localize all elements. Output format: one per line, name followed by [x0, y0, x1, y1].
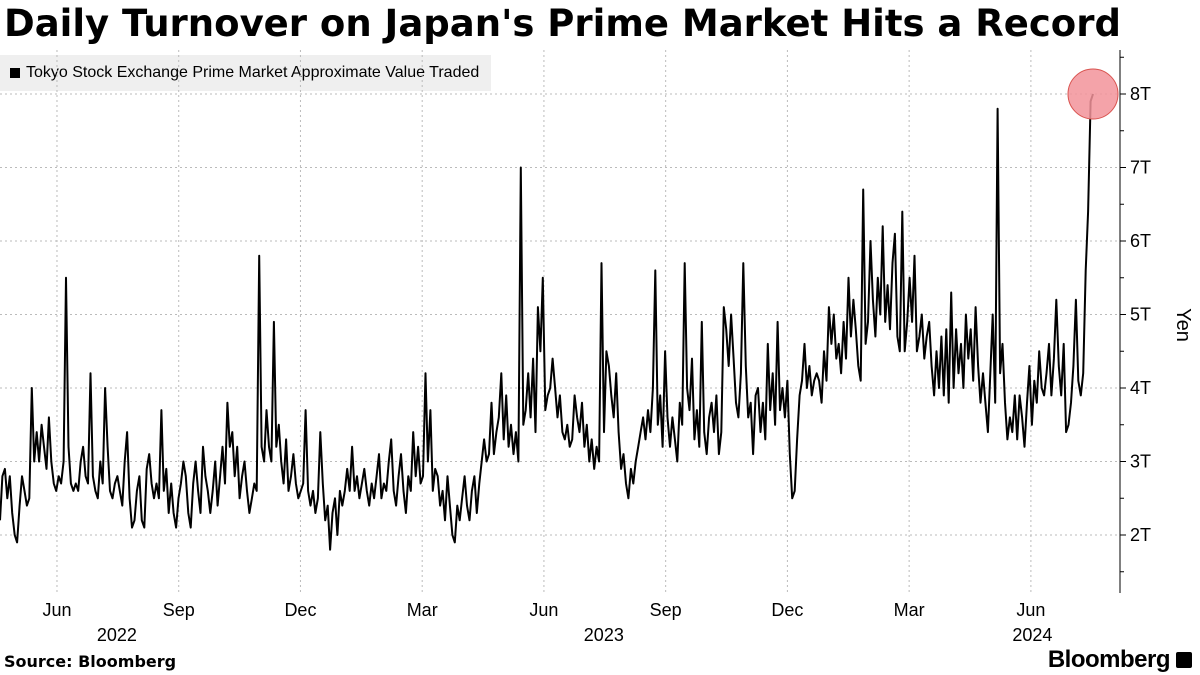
- x-tick-label: Jun: [1016, 600, 1045, 620]
- x-tick-label: Dec: [284, 600, 316, 620]
- legend-swatch: [10, 68, 20, 78]
- x-year-label: 2023: [584, 625, 624, 645]
- x-tick-label: Mar: [894, 600, 925, 620]
- x-tick-label: Sep: [163, 600, 195, 620]
- y-tick-label: 8T: [1130, 84, 1151, 104]
- series-line: [0, 93, 1094, 551]
- brand-logo: Bloomberg: [1047, 646, 1171, 673]
- x-tick-label: Jun: [529, 600, 558, 620]
- brand-icon: [1176, 652, 1192, 668]
- source-note: Source: Bloomberg: [4, 652, 177, 671]
- x-tick-label: Jun: [42, 600, 71, 620]
- x-tick-label: Mar: [407, 600, 438, 620]
- y-tick-label: 3T: [1130, 452, 1151, 472]
- x-tick-label: Sep: [650, 600, 682, 620]
- legend-label: Tokyo Stock Exchange Prime Market Approx…: [26, 64, 480, 81]
- y-tick-label: 7T: [1130, 158, 1151, 178]
- chart-title: Daily Turnover on Japan's Prime Market H…: [4, 2, 1121, 45]
- legend: Tokyo Stock Exchange Prime Market Approx…: [0, 55, 492, 91]
- y-tick-label: 2T: [1130, 525, 1151, 545]
- x-year-label: 2022: [97, 625, 137, 645]
- record-highlight-marker: [1067, 68, 1119, 120]
- x-year-label: 2024: [1012, 625, 1052, 645]
- y-tick-label: 6T: [1130, 231, 1151, 251]
- x-tick-label: Dec: [771, 600, 803, 620]
- y-tick-label: 5T: [1130, 305, 1151, 325]
- y-axis-title: Yen: [1172, 308, 1194, 342]
- y-tick-label: 4T: [1130, 378, 1151, 398]
